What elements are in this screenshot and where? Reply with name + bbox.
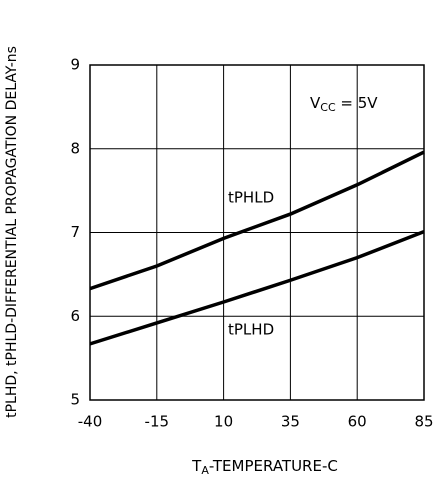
series-label: tPLHD: [228, 321, 274, 339]
series-line: [89, 150, 425, 291]
x-tick-label: 85: [414, 413, 433, 431]
annotation-sub: CC: [320, 101, 336, 114]
annotation-part: V: [310, 94, 321, 112]
x-axis-label: TA-TEMPERATURE-C: [191, 457, 338, 478]
x-label-part: -TEMPERATURE-C: [209, 457, 338, 475]
x-tick-label: -40: [78, 413, 103, 431]
annotation: VCC = 5V: [310, 94, 378, 115]
x-tick-label: 35: [281, 413, 300, 431]
x-tick-label: -15: [145, 413, 170, 431]
x-tick-label: 60: [348, 413, 367, 431]
series-line: [89, 230, 425, 346]
y-tick-label: 6: [70, 307, 80, 325]
y-tick-label: 5: [70, 391, 80, 409]
y-tick-label: 7: [70, 223, 80, 241]
y-tick-label: 8: [70, 139, 80, 157]
x-label-sub: A: [201, 464, 209, 477]
x-tick-label: 10: [214, 413, 233, 431]
y-tick-label: 9: [70, 56, 80, 74]
x-label-part: T: [191, 457, 202, 475]
y-axis-label: tPLHD, tPHLD-DIFFERENTIAL PROPAGATION DE…: [4, 46, 20, 418]
series-label: tPHLD: [228, 189, 274, 207]
